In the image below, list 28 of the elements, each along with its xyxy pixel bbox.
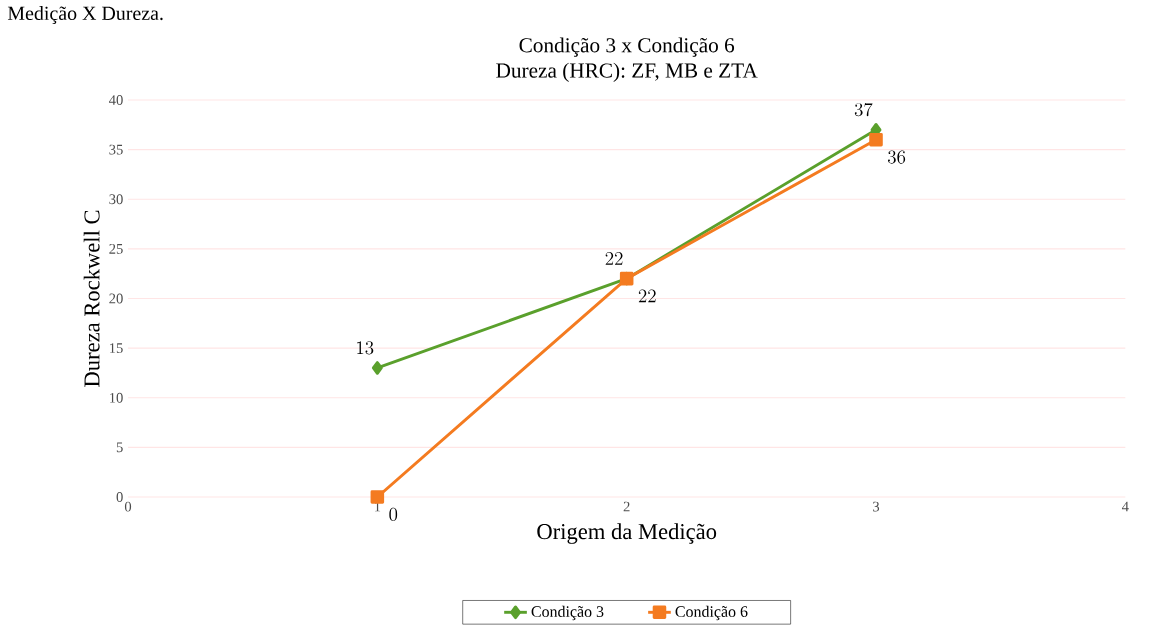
point [370,490,385,504]
chart-subtitle: Dureza (HRC): ZF, MB e ZTA [496,62,758,82]
data-label: 13 [357,341,374,355]
data-label: 22 [605,252,623,265]
data-label: 37 [854,102,873,117]
data-label: 36 [888,150,906,164]
x-tick-label: 4 [1121,501,1129,512]
y-tick-label: 15 [110,343,123,354]
y-tick-label: 25 [109,243,123,254]
point [869,132,883,147]
text: Medição X Dureza. [7,6,163,25]
x-axis-title: Origem da Medição [537,523,717,544]
y-tick-label: 20 [109,293,123,304]
legend-label: Condição 3 [531,605,604,621]
x-tick-label: 3 [873,501,880,512]
y-tick-label: 30 [109,194,123,205]
x-tick-label: 2 [623,501,630,512]
y-tick-label: 0 [116,492,123,502]
legend-label: Condição 6 [675,605,748,621]
y-tick-label: 5 [116,442,123,453]
y-tick-label: 35 [109,144,123,155]
x-tick-label: 0 [124,501,132,512]
point [371,361,383,375]
chart-title: Condição 3 x Condição 6 [519,37,735,57]
y-tick-label: 40 [109,95,123,105]
data-label: 22 [638,289,656,303]
y-axis-title: Dureza Rockwell C [83,210,100,387]
y-tick-label: 10 [110,392,123,403]
